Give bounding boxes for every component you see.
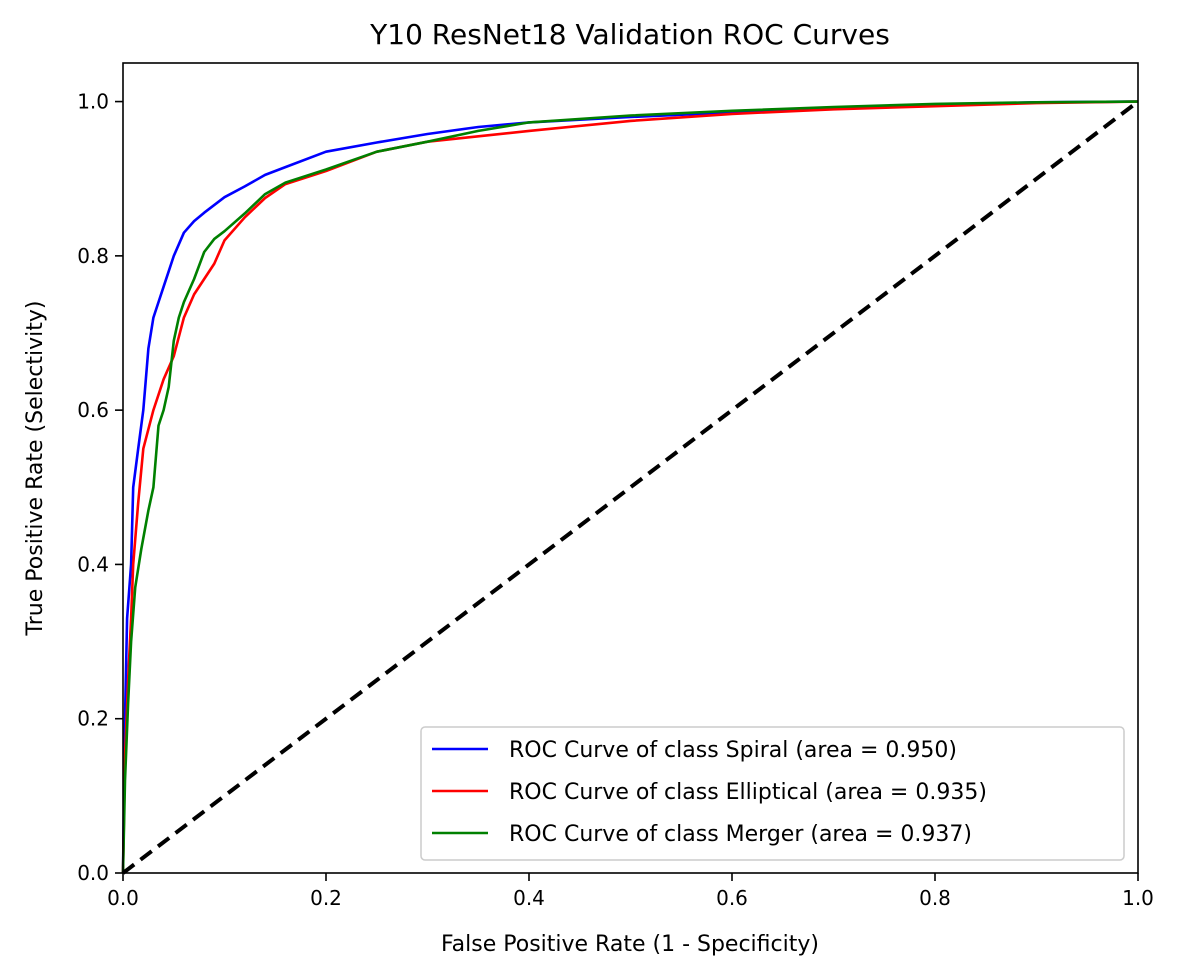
x-axis-label: False Positive Rate (1 - Specificity) — [441, 932, 819, 957]
legend: ROC Curve of class Spiral (area = 0.950)… — [420, 726, 1125, 861]
series-line-0 — [121, 100, 1139, 874]
y-tick-label: 0.6 — [77, 398, 109, 422]
x-axis-ticks: 0.0 0.2 0.4 0.6 0.8 1.0 — [107, 873, 1154, 910]
chart-title: Y10 ResNet18 Validation ROC Curves — [369, 18, 890, 51]
x-tick-label: 0.6 — [716, 886, 748, 910]
y-tick-label: 0.8 — [77, 244, 109, 268]
x-tick-label: 0.0 — [107, 886, 139, 910]
y-tick-label: 0.2 — [77, 707, 109, 731]
series-line-2 — [121, 100, 1139, 874]
y-tick-label: 1.0 — [77, 90, 109, 114]
diagonal-reference-line — [121, 100, 1140, 875]
legend-entry: ROC Curve of class Spiral (area = 0.950) — [509, 738, 957, 763]
x-tick-label: 0.4 — [513, 886, 545, 910]
y-tick-label: 0.0 — [77, 861, 109, 885]
legend-entry: ROC Curve of class Merger (area = 0.937) — [509, 822, 972, 847]
y-axis-label: True Positive Rate (Selectivity) — [23, 301, 48, 637]
x-tick-label: 0.8 — [919, 886, 951, 910]
x-tick-label: 1.0 — [1122, 886, 1154, 910]
series-line-1 — [121, 100, 1139, 874]
plot-frame — [122, 62, 1139, 874]
x-tick-label: 0.2 — [310, 886, 342, 910]
legend-box — [420, 726, 1125, 861]
y-tick-label: 0.4 — [77, 552, 109, 576]
y-axis-ticks: 0.0 0.2 0.4 0.6 0.8 1.0 — [77, 90, 123, 885]
legend-entry: ROC Curve of class Elliptical (area = 0.… — [509, 780, 987, 805]
series-layer — [121, 100, 1140, 875]
